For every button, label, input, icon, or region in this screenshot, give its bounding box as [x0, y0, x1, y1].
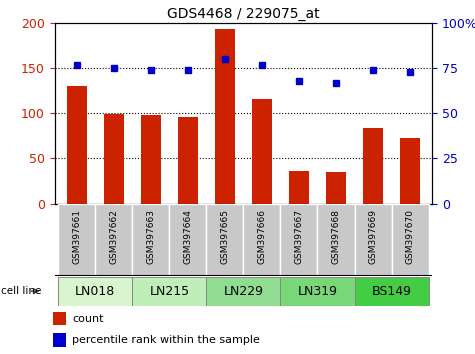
Text: LN018: LN018	[75, 285, 115, 298]
Bar	[141, 115, 161, 204]
Bar	[289, 171, 309, 204]
Text: BS149: BS149	[371, 285, 411, 298]
Text: LN215: LN215	[149, 285, 190, 298]
Text: GSM397664: GSM397664	[183, 209, 192, 264]
Text: LN319: LN319	[297, 285, 337, 298]
Bar	[207, 277, 280, 306]
Bar	[363, 128, 383, 204]
Bar	[207, 204, 244, 276]
Bar	[280, 277, 354, 306]
Bar	[317, 204, 354, 276]
Bar	[170, 204, 207, 276]
Bar	[354, 204, 391, 276]
Bar	[326, 172, 346, 204]
Text: GSM397667: GSM397667	[294, 209, 304, 264]
Text: GSM397662: GSM397662	[109, 209, 118, 264]
Bar	[53, 333, 66, 347]
Text: GSM397670: GSM397670	[406, 209, 415, 264]
Bar	[133, 204, 170, 276]
Bar	[400, 138, 420, 204]
Bar	[66, 86, 87, 204]
Title: GDS4468 / 229075_at: GDS4468 / 229075_at	[167, 7, 320, 21]
Bar	[53, 312, 66, 325]
Bar	[133, 277, 207, 306]
Text: GSM397668: GSM397668	[332, 209, 341, 264]
Bar	[280, 204, 317, 276]
Text: GSM397669: GSM397669	[369, 209, 378, 264]
Bar	[58, 277, 133, 306]
Text: GSM397661: GSM397661	[72, 209, 81, 264]
Text: percentile rank within the sample: percentile rank within the sample	[72, 335, 260, 345]
Bar	[215, 29, 235, 204]
Text: cell line: cell line	[1, 286, 41, 296]
Text: LN229: LN229	[223, 285, 264, 298]
Bar	[58, 204, 95, 276]
Bar	[252, 99, 272, 204]
Bar	[104, 114, 124, 204]
Text: GSM397665: GSM397665	[220, 209, 229, 264]
Text: GSM397666: GSM397666	[257, 209, 266, 264]
Text: GSM397663: GSM397663	[146, 209, 155, 264]
Bar	[354, 277, 428, 306]
Bar	[95, 204, 133, 276]
Bar	[178, 117, 198, 204]
Bar	[391, 204, 428, 276]
Bar	[243, 204, 280, 276]
Text: count: count	[72, 314, 104, 324]
